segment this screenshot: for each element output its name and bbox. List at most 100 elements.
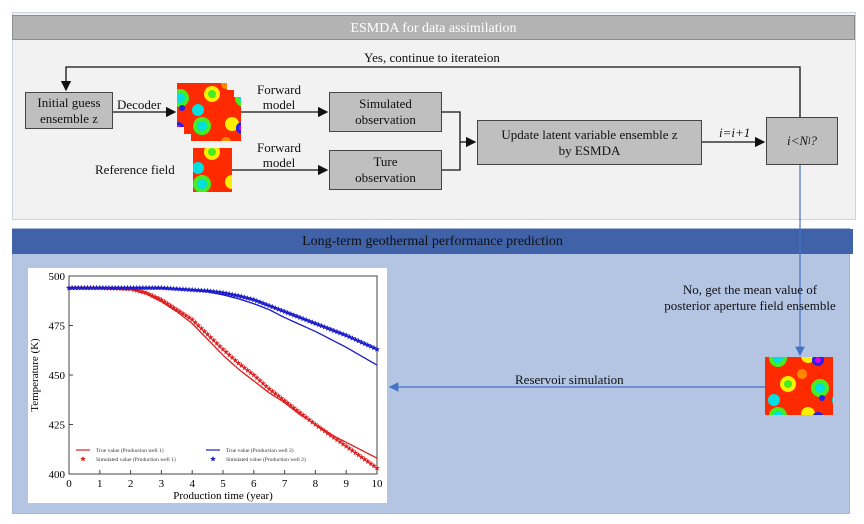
series-marker-4 <box>352 336 359 342</box>
simulated-obs-line1: Simulated <box>359 96 412 111</box>
reservoir-simulation-label: Reservoir simulation <box>515 372 624 387</box>
series-marker-3 <box>260 380 266 386</box>
series-marker-3 <box>223 349 229 355</box>
series-marker-3 <box>368 460 374 467</box>
series-marker-4 <box>257 299 263 305</box>
series-marker-3 <box>315 423 322 430</box>
simulated-obs-line2: observation <box>355 112 416 127</box>
series-marker-4 <box>115 284 122 291</box>
series-marker-4 <box>137 284 143 291</box>
series-marker-3 <box>269 388 276 394</box>
condition-question: ? <box>810 133 818 148</box>
series-marker-4 <box>146 284 152 291</box>
series-marker-4 <box>235 292 242 299</box>
series-marker-3 <box>192 319 199 325</box>
legend-marker-3 <box>80 456 86 462</box>
series-marker-3 <box>250 372 257 378</box>
x-tick-label: 2 <box>128 478 134 490</box>
legend-label-4: Simulated value (Production well 2) <box>226 456 306 463</box>
series-marker-3 <box>214 340 220 346</box>
esmda-header: ESMDA for data assimilation <box>12 15 855 40</box>
legend-marker-4 <box>210 456 216 462</box>
series-marker-4 <box>260 300 266 306</box>
series-marker-4 <box>112 284 119 291</box>
series-marker-3 <box>291 404 297 411</box>
series-marker-4 <box>294 313 300 319</box>
series-marker-4 <box>103 284 109 291</box>
series-marker-3 <box>137 288 143 294</box>
loop-connector <box>60 66 801 117</box>
series-marker-3 <box>226 351 232 358</box>
series-marker-4 <box>306 318 313 324</box>
update-line1: Update latent variable ensemble z <box>501 126 678 142</box>
series-marker-3 <box>210 337 217 343</box>
series-marker-4 <box>75 284 82 291</box>
series-marker-3 <box>149 292 155 298</box>
series-marker-3 <box>232 357 239 363</box>
y-axis-label: Temperature (K) <box>29 338 41 412</box>
series-marker-3 <box>272 390 279 396</box>
forward-model-2-line1: Forward <box>256 140 302 155</box>
y-tick-label: 425 <box>49 420 66 432</box>
series-marker-3 <box>235 360 242 366</box>
series-marker-4 <box>87 284 94 291</box>
series-marker-4 <box>275 306 282 312</box>
series-marker-4 <box>195 287 202 293</box>
series-marker-4 <box>130 284 137 291</box>
x-tick-label: 9 <box>343 478 349 490</box>
series-marker-4 <box>318 322 325 329</box>
series-marker-3 <box>343 443 350 449</box>
true-obs-line2: observation <box>355 170 416 185</box>
series-marker-3 <box>303 414 309 420</box>
series-marker-4 <box>183 286 189 292</box>
y-tick-label: 450 <box>49 370 66 382</box>
series-marker-4 <box>143 284 149 291</box>
initial-guess-line1: Initial guess <box>37 94 101 110</box>
x-tick-label: 10 <box>372 478 384 490</box>
series-marker-4 <box>201 287 208 294</box>
series-marker-3 <box>312 421 319 427</box>
x-tick-label: 4 <box>189 478 195 490</box>
series-marker-3 <box>364 458 371 464</box>
increment-label: i=i+1 <box>719 125 751 140</box>
series-marker-3 <box>180 310 186 316</box>
series-marker-4 <box>204 287 211 294</box>
series-marker-3 <box>371 462 377 469</box>
reference-field-label: Reference field <box>95 162 175 177</box>
series-marker-4 <box>247 296 254 302</box>
series-marker-4 <box>210 288 217 295</box>
series-marker-4 <box>263 301 269 307</box>
series-marker-4 <box>109 284 115 291</box>
ensemble-field-images <box>177 83 241 141</box>
series-marker-4 <box>198 287 205 293</box>
series-marker-3 <box>140 289 146 295</box>
series-marker-4 <box>207 288 214 294</box>
series-marker-4 <box>155 284 162 291</box>
series-marker-4 <box>337 330 343 336</box>
series-marker-3 <box>186 314 192 320</box>
series-marker-3 <box>361 456 368 462</box>
series-marker-3 <box>257 377 263 383</box>
series-marker-3 <box>198 325 205 331</box>
series-marker-4 <box>272 305 279 311</box>
series-marker-4 <box>355 337 362 344</box>
series-marker-4 <box>278 307 285 313</box>
series-marker-3 <box>229 354 236 360</box>
series-marker-4 <box>364 342 371 348</box>
series-marker-4 <box>164 285 171 291</box>
posterior-mean-field-image <box>765 357 833 415</box>
series-marker-3 <box>306 416 313 423</box>
y-tick-label: 475 <box>49 321 66 333</box>
y-tick-label: 500 <box>49 271 66 283</box>
series-marker-4 <box>121 284 128 291</box>
series-marker-3 <box>278 395 285 401</box>
series-marker-3 <box>346 445 353 451</box>
forward-model-label-1: Forward model <box>254 82 304 112</box>
series-marker-4 <box>133 284 140 291</box>
series-marker-4 <box>368 343 374 349</box>
x-axis-label: Production time (year) <box>173 490 273 502</box>
series-marker-3 <box>130 286 137 293</box>
y-tick-label: 400 <box>49 469 66 481</box>
series-marker-4 <box>173 285 180 292</box>
series-marker-3 <box>254 374 260 381</box>
